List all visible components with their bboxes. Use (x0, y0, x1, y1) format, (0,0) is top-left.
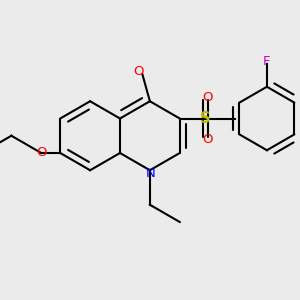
Text: F: F (263, 55, 271, 68)
Text: O: O (202, 91, 212, 103)
Text: O: O (134, 65, 144, 78)
Text: O: O (202, 134, 212, 146)
Text: S: S (200, 111, 211, 126)
Text: O: O (36, 146, 46, 159)
Text: N: N (146, 167, 155, 180)
